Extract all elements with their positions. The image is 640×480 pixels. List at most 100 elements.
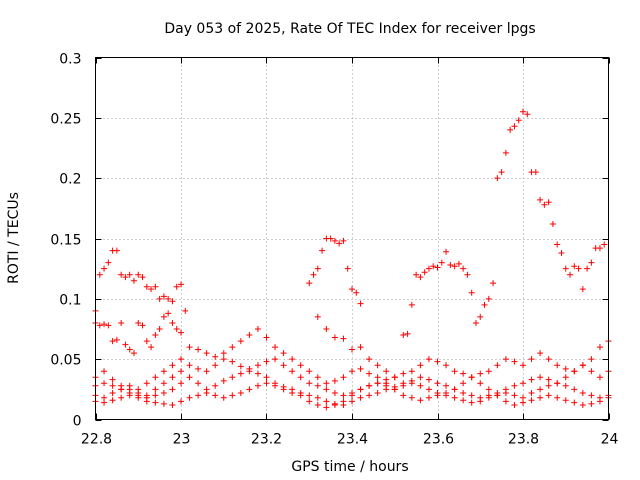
data-point: [545, 376, 552, 383]
data-point: [169, 386, 176, 393]
data-point: [229, 392, 236, 399]
data-point: [173, 283, 180, 290]
data-point: [113, 247, 120, 254]
data-point: [327, 235, 334, 242]
data-point: [468, 374, 475, 381]
data-point: [349, 368, 355, 375]
data-point: [178, 380, 184, 387]
data-point: [601, 241, 608, 248]
data-point: [558, 249, 565, 256]
data-point: [579, 402, 586, 409]
data-point: [165, 295, 172, 302]
data-point: [545, 356, 552, 363]
data-point: [203, 368, 210, 375]
chart-title: Day 053 of 2025, Rate Of TEC Index for r…: [164, 21, 535, 37]
data-point: [195, 346, 202, 353]
data-point: [173, 326, 180, 332]
y-tick-label: 0.3: [59, 52, 81, 68]
data-point: [160, 368, 167, 375]
data-point: [109, 389, 116, 396]
data-point: [451, 263, 458, 270]
data-point: [178, 329, 184, 336]
data-point: [306, 380, 313, 387]
data-point: [109, 382, 116, 389]
data-point: [331, 377, 338, 384]
data-point: [434, 264, 441, 271]
data-point: [297, 374, 304, 381]
data-point: [135, 319, 142, 326]
data-point: [537, 196, 544, 203]
data-point: [280, 350, 287, 357]
data-point: [447, 262, 454, 269]
data-point: [383, 376, 390, 383]
data-point: [451, 394, 458, 401]
data-point: [494, 392, 501, 399]
data-point: [507, 126, 514, 133]
data-point: [353, 289, 360, 296]
data-point: [254, 326, 261, 332]
data-point: [143, 380, 150, 387]
data-point: [331, 402, 338, 409]
data-point: [254, 362, 261, 369]
data-point: [349, 389, 355, 396]
data-point: [220, 356, 227, 363]
data-point: [280, 386, 287, 393]
data-point: [122, 341, 129, 348]
data-point: [425, 265, 432, 272]
data-point: [477, 380, 484, 387]
data-point: [511, 402, 518, 409]
data-point: [139, 274, 146, 281]
grid-layer: [95, 57, 609, 420]
tick-layer: 22.8 23 23.2 23.4 23.6 23.8 24 0 0.05 0.1 0.15 0.2 0…: [50, 52, 618, 448]
data-point: [434, 389, 441, 396]
data-point: [485, 394, 492, 401]
data-point: [178, 398, 184, 405]
data-point: [588, 368, 595, 375]
data-point: [537, 374, 544, 381]
data-point: [220, 377, 227, 384]
data-point: [160, 400, 167, 407]
data-point: [96, 322, 103, 329]
data-point: [105, 259, 112, 266]
data-point: [451, 368, 458, 375]
data-point: [336, 240, 343, 247]
data-point: [323, 326, 330, 332]
data-point: [306, 398, 313, 405]
data-point: [485, 295, 492, 302]
data-point: [160, 380, 167, 387]
data-point: [160, 293, 167, 300]
data-point: [212, 392, 219, 399]
data-point: [186, 394, 193, 401]
data-point: [481, 301, 488, 308]
data-point: [596, 344, 603, 351]
data-point: [195, 392, 202, 399]
data-point: [130, 277, 137, 284]
data-point: [596, 398, 603, 405]
data-point: [156, 295, 163, 302]
data-point: [101, 265, 108, 272]
data-point: [182, 307, 189, 314]
data-point: [246, 332, 253, 339]
points-layer: [92, 108, 612, 411]
data-point: [425, 356, 432, 363]
data-point: [520, 394, 526, 401]
data-point: [319, 247, 326, 254]
data-point: [366, 382, 373, 389]
data-point: [596, 374, 603, 381]
data-point: [280, 362, 287, 369]
data-point: [212, 353, 219, 360]
x-tick-label: 23.6: [423, 432, 454, 448]
data-point: [109, 376, 116, 383]
data-point: [101, 380, 108, 387]
data-point: [571, 263, 578, 270]
data-point: [417, 362, 424, 369]
data-point: [455, 260, 462, 267]
data-point: [148, 344, 155, 351]
data-point: [113, 336, 120, 343]
data-point: [229, 374, 236, 381]
data-point: [366, 392, 373, 399]
data-point: [404, 330, 411, 337]
data-point: [400, 392, 407, 399]
data-point: [460, 265, 467, 272]
